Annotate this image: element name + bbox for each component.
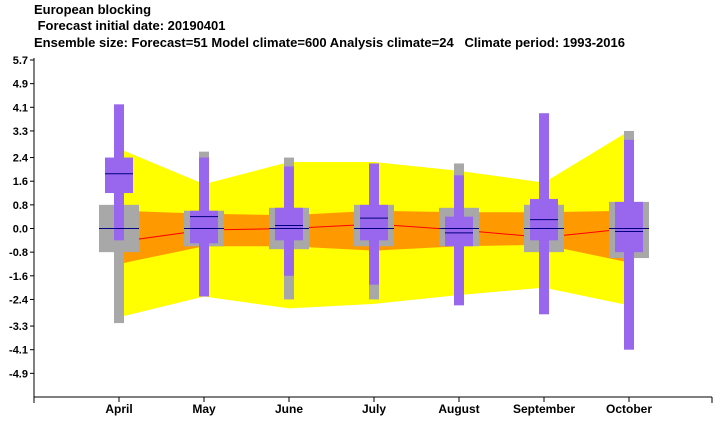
x-tick-label: October <box>606 402 652 416</box>
y-tick-label: -4.9 <box>9 368 28 380</box>
y-tick-label: -4.1 <box>9 345 28 357</box>
y-tick-label: 2.4 <box>13 153 29 165</box>
y-tick-label: 0.0 <box>13 224 28 236</box>
x-tick-label: August <box>438 402 479 416</box>
x-tick-label: April <box>105 402 132 416</box>
chart-title: European blocking <box>34 2 152 17</box>
forecast-box-october <box>615 201 643 253</box>
x-tick-label: June <box>275 402 303 416</box>
axes: 5.7 4.9 4.1 3.3 2.4 1.6 0.8 0.0 -0.8 -1.6 -2.4 -3.3… <box>9 55 713 416</box>
y-tick-label: 5.7 <box>13 55 28 67</box>
x-tick-label: May <box>192 402 216 416</box>
forecast-box-june <box>275 207 303 241</box>
forecast-date-line: Forecast initial date: 20190401 <box>34 18 226 33</box>
y-tick-label: -0.8 <box>9 247 28 259</box>
ensemble-info-line: Ensemble size: Forecast=51 Model climate… <box>34 35 625 50</box>
y-tick-label: 4.1 <box>13 102 28 114</box>
box-plots <box>99 104 649 350</box>
y-tick-label: 3.3 <box>13 126 28 138</box>
model-climate-whisker-april <box>114 204 124 324</box>
forecast-box-july <box>360 204 388 241</box>
x-tick-label: September <box>513 402 575 416</box>
x-tick-label: July <box>362 402 386 416</box>
y-tick-label: -1.6 <box>9 271 28 283</box>
y-tick-label: 1.6 <box>13 176 28 188</box>
forecast-box-may <box>190 210 218 244</box>
y-tick-label: -3.3 <box>9 321 28 333</box>
y-tick-label: 0.8 <box>13 200 28 212</box>
forecast-box-april <box>105 157 133 194</box>
forecast-box-august <box>445 216 473 247</box>
y-tick-label: -2.4 <box>9 294 29 306</box>
y-tick-label: 4.9 <box>13 79 28 91</box>
